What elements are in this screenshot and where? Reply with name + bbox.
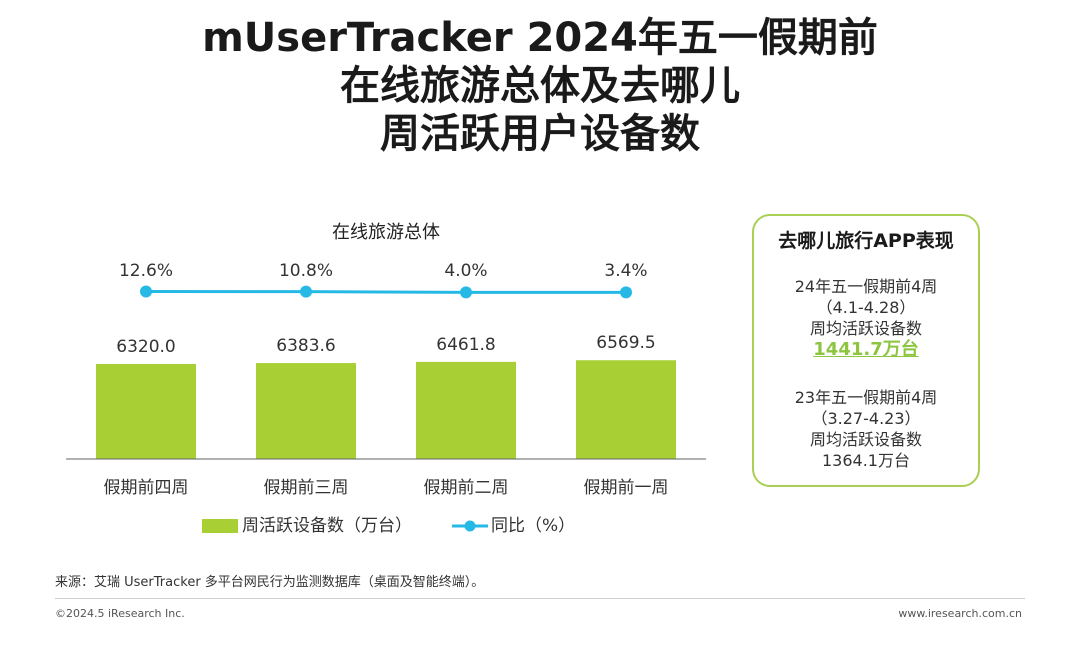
bar-3 [416, 361, 516, 459]
combo-chart: 在线旅游总体 6320.0 6383.6 6461.8 6569.5 假期前四周 假期前三周… [66, 222, 706, 536]
yoy-point-4 [620, 286, 632, 299]
block-2024-value: 1441.7万台 [813, 339, 919, 360]
copyright: ©2024.5 iResearch Inc. [55, 607, 185, 620]
x-tick-label-2: 假期前三周 [264, 478, 349, 498]
yoy-line [145, 290, 627, 294]
block-2023-period: 23年五一假期前4周 [794, 388, 938, 407]
title-line-2: 在线旅游总体及去哪儿 [340, 63, 740, 109]
panel-block-2024: 24年五一假期前4周 （4.1-4.28） 周均活跃设备数 1441.7万台 [754, 276, 978, 360]
bar-value-label-3: 6461.8 [436, 335, 495, 355]
title-line-3: 周活跃用户设备数 [380, 111, 700, 157]
panel-title: 去哪儿旅行APP表现 [778, 230, 954, 252]
bar-1 [96, 364, 196, 459]
legend-bar-swatch [202, 519, 238, 533]
chart-title: 在线旅游总体 [332, 222, 440, 243]
legend-line-marker [464, 520, 476, 532]
block-2024-metric: 周均活跃设备数 [809, 319, 922, 338]
page-title: mUserTracker 2024年五一假期前 在线旅游总体及去哪儿 周活跃用户… [0, 14, 1080, 158]
yoy-point-3 [460, 286, 472, 299]
block-2024-period: 24年五一假期前4周 [794, 277, 938, 296]
yoy-point-1 [140, 285, 152, 298]
bar-2 [256, 363, 356, 459]
yoy-label-3: 4.0% [444, 261, 487, 281]
bar-value-label-4: 6569.5 [596, 333, 655, 353]
bar-value-label-2: 6383.6 [276, 336, 335, 356]
source-note: 来源：艾瑞 UserTracker 多平台网民行为监测数据库（桌面及智能终端）。 [55, 575, 485, 590]
bar-value-label-1: 6320.0 [116, 337, 175, 357]
title-line-1: mUserTracker 2024年五一假期前 [202, 15, 878, 61]
yoy-label-4: 3.4% [604, 261, 647, 281]
x-tick-label-1: 假期前四周 [104, 478, 189, 498]
x-tick-label-3: 假期前二周 [424, 478, 509, 498]
block-2023-value: 1364.1万台 [822, 451, 910, 470]
bar-4 [576, 360, 676, 459]
block-2023-dates: （3.27-4.23） [811, 409, 921, 428]
block-2024-dates: （4.1-4.28） [816, 298, 916, 317]
website-link[interactable]: www.iresearch.com.cn [898, 607, 1022, 620]
legend-bar-label: 周活跃设备数（万台） [242, 516, 412, 536]
yoy-point-2 [300, 285, 312, 298]
x-tick-label-4: 假期前一周 [584, 478, 669, 498]
footer-divider [55, 598, 1025, 599]
panel-block-2023: 23年五一假期前4周 （3.27-4.23） 周均活跃设备数 1364.1万台 [754, 387, 978, 471]
legend-line-label: 同比（%） [491, 516, 575, 536]
yoy-label-2: 10.8% [279, 261, 333, 281]
yoy-label-1: 12.6% [119, 261, 173, 281]
block-2023-metric: 周均活跃设备数 [809, 430, 922, 449]
qunar-summary-panel: 去哪儿旅行APP表现 24年五一假期前4周 （4.1-4.28） 周均活跃设备数… [752, 214, 980, 487]
